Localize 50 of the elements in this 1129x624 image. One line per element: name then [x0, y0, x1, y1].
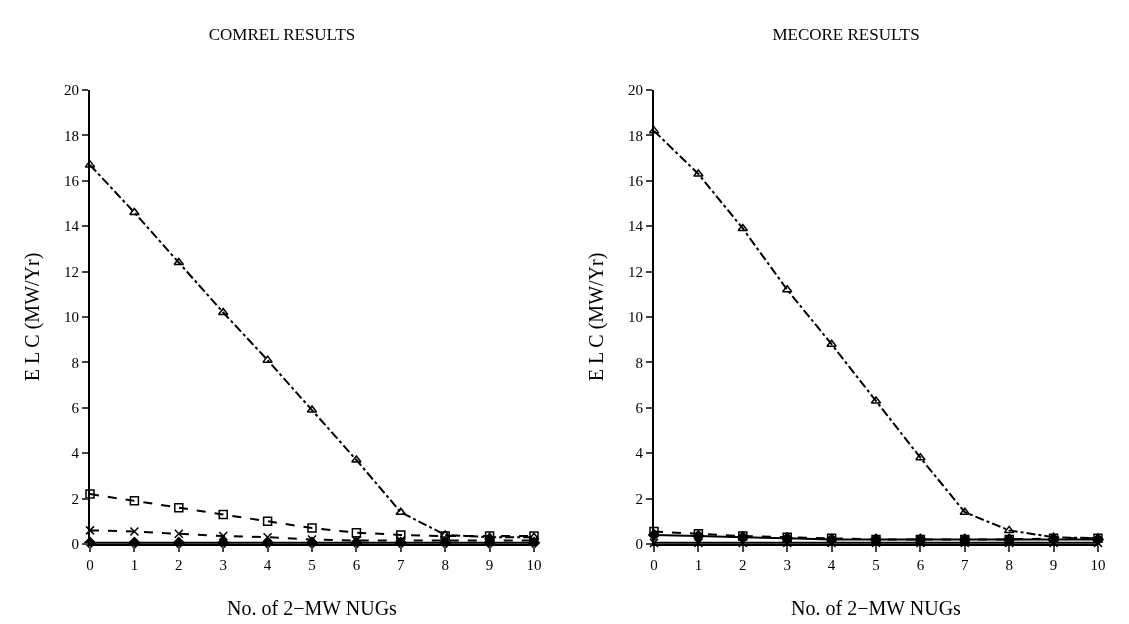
x-tick-label: 4	[827, 557, 836, 573]
x-tick-label: 3	[219, 557, 227, 573]
x-axis-title: No. of 2−MW NUGs	[791, 597, 962, 619]
x-tick-label: 8	[441, 557, 449, 573]
y-tick-label: 8	[71, 354, 79, 371]
y-tick-label: 2	[71, 490, 79, 507]
x-tick-label: 10	[526, 557, 542, 573]
y-tick-label: 8	[635, 354, 643, 371]
y-tick-label: 2	[635, 490, 643, 507]
y-axis-title: E L C (MW/Yr)	[585, 252, 608, 382]
chart-title: MECORE RESULTS	[772, 24, 920, 44]
y-tick-label: 16	[64, 173, 80, 190]
x-tick-label: 4	[263, 557, 272, 573]
x-tick-label: 2	[175, 557, 183, 573]
x-tick-label: 7	[961, 557, 970, 573]
y-tick-label: 18	[64, 127, 79, 144]
y-tick-label: 0	[71, 536, 79, 553]
x-tick-label: 6	[352, 557, 361, 573]
x-tick-label: 5	[308, 557, 316, 573]
y-tick-label: 6	[71, 400, 80, 417]
x-tick-label: 10	[1090, 557, 1106, 573]
y-tick-label: 0	[635, 536, 643, 553]
x-tick-label: 2	[739, 557, 747, 573]
x-tick-label: 8	[1005, 557, 1013, 573]
x-tick-label: 5	[872, 557, 880, 573]
y-tick-label: 6	[635, 400, 644, 417]
x-tick-label: 0	[650, 557, 658, 573]
y-tick-label: 12	[64, 263, 79, 280]
x-tick-label: 9	[1049, 557, 1058, 573]
y-tick-label: 20	[64, 82, 79, 99]
x-tick-label: 6	[916, 557, 925, 573]
y-tick-label: 4	[71, 445, 80, 462]
y-tick-label: 18	[628, 127, 643, 144]
x-tick-label: 0	[86, 557, 94, 573]
chart-title: COMREL RESULTS	[208, 24, 356, 44]
y-tick-label: 12	[628, 263, 643, 280]
y-tick-label: 4	[635, 445, 644, 462]
y-tick-label: 14	[628, 218, 644, 235]
x-tick-label: 1	[694, 557, 703, 573]
y-tick-label: 10	[628, 309, 643, 326]
x-tick-label: 1	[130, 557, 139, 573]
y-tick-label: 16	[628, 173, 644, 190]
y-tick-label: 10	[64, 309, 79, 326]
x-tick-label: 9	[485, 557, 494, 573]
x-axis-title: No. of 2−MW NUGs	[227, 597, 398, 619]
y-tick-label: 14	[64, 218, 80, 235]
y-axis-title: E L C (MW/Yr)	[21, 252, 44, 382]
x-tick-label: 7	[397, 557, 406, 573]
y-tick-label: 20	[628, 82, 643, 99]
x-tick-label: 3	[783, 557, 791, 573]
